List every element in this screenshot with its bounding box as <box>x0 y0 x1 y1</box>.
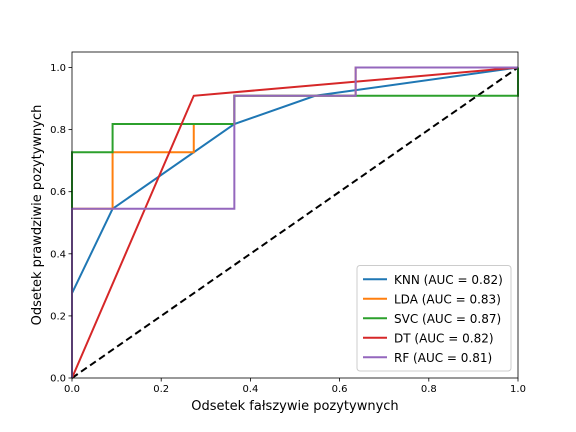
y-tick-label: 1.0 <box>50 63 66 74</box>
x-axis-ticks: 0.0 0.2 0.4 0.6 0.8 1.0 <box>64 378 526 395</box>
x-tick-label: 0.6 <box>332 384 348 395</box>
y-tick-label: 0.2 <box>50 311 66 322</box>
legend: KNN (AUC = 0.82) LDA (AUC = 0.83) SVC (AUC… <box>357 266 511 372</box>
x-tick-label: 0.0 <box>64 384 80 395</box>
x-axis-title: Odsetek fałszywie pozytywnych <box>191 399 398 414</box>
legend-label: DT (AUC = 0.82) <box>394 331 494 345</box>
y-tick-label: 0.0 <box>50 374 66 385</box>
y-tick-label: 0.8 <box>50 125 66 136</box>
y-tick-label: 0.6 <box>50 187 66 198</box>
x-tick-label: 0.8 <box>421 384 437 395</box>
legend-label: KNN (AUC = 0.82) <box>394 273 503 287</box>
y-tick-label: 0.4 <box>50 249 66 260</box>
y-axis-ticks: 0.0 0.2 0.4 0.6 0.8 1.0 <box>50 63 72 384</box>
x-tick-label: 0.4 <box>242 384 258 395</box>
legend-label: LDA (AUC = 0.83) <box>394 292 501 306</box>
x-tick-label: 0.2 <box>153 384 169 395</box>
legend-label: SVC (AUC = 0.87) <box>394 312 501 326</box>
legend-label: RF (AUC = 0.81) <box>394 351 492 365</box>
x-tick-label: 1.0 <box>510 384 526 395</box>
y-axis-title: Odsetek prawdziwie pozytywnych <box>30 105 45 326</box>
